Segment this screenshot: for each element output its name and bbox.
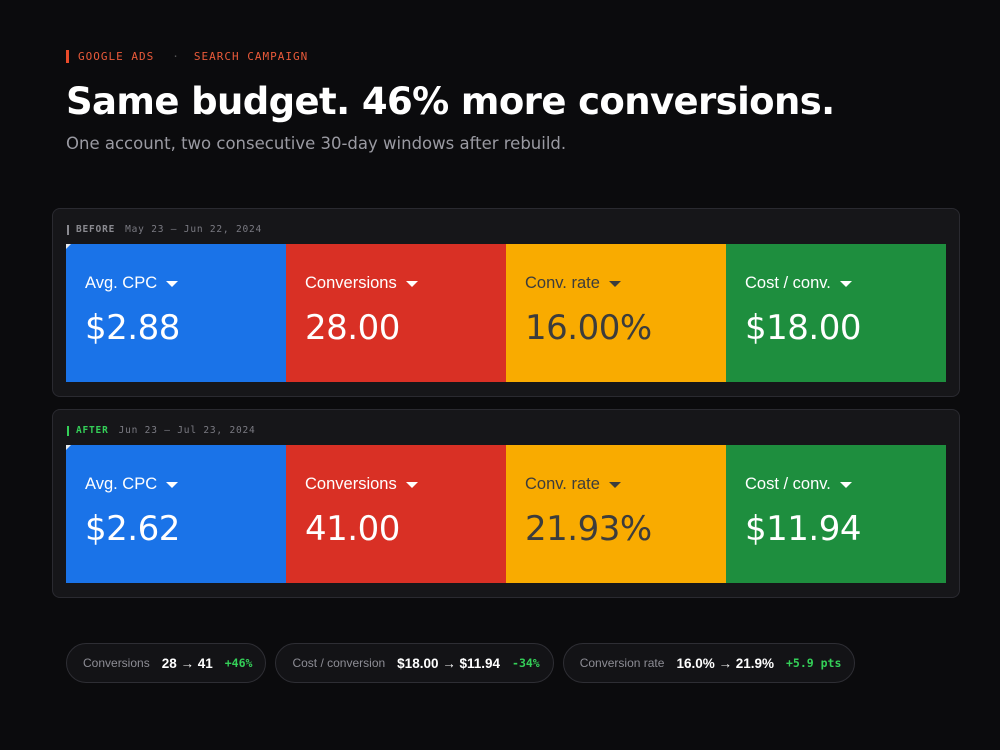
caret-down-icon[interactable] (608, 481, 621, 488)
chip-delta: +46% (224, 656, 253, 670)
metric-label: Conv. rate (525, 475, 600, 493)
metric-value: $18.00 (745, 308, 861, 348)
caret-down-icon[interactable] (166, 280, 179, 287)
chip-value: 28 → 41 (161, 655, 213, 671)
eyebrow-accent-bar (66, 50, 69, 63)
after-metric-tiles: Avg. CPC $2.62 Conversions 41.00 Conv. r… (66, 445, 946, 583)
after-tile-conv-rate[interactable]: Conv. rate 21.93% (506, 445, 726, 583)
after-tile-conversions[interactable]: Conversions 41.00 (286, 445, 506, 583)
chip-value: $18.00 → $11.94 (397, 655, 501, 671)
after-tile-avg-cpc[interactable]: Avg. CPC $2.62 (66, 445, 286, 583)
before-date-range: May 23 – Jun 22, 2024 (125, 224, 263, 235)
metric-selector[interactable]: Conversions (305, 475, 506, 494)
metric-label: Avg. CPC (85, 475, 158, 493)
after-tile-cost-per-conv[interactable]: Cost / conv. $11.94 (726, 445, 946, 583)
caret-down-icon[interactable] (405, 481, 418, 488)
metric-label: Avg. CPC (85, 274, 158, 292)
chip-delta: -34% (512, 656, 540, 670)
metric-selector[interactable]: Conv. rate (525, 274, 726, 293)
before-tile-conversions[interactable]: Conversions 28.00 (286, 244, 506, 382)
page-title: Same budget. 46% more conversions. (66, 80, 835, 123)
eyebrow-platform: GOOGLE ADS (78, 50, 155, 63)
metric-selector[interactable]: Avg. CPC (85, 274, 286, 293)
metric-value: 28.00 (305, 308, 400, 348)
caret-down-icon[interactable] (166, 481, 179, 488)
metric-selector[interactable]: Avg. CPC (85, 475, 286, 494)
chip-delta: +5.9 pts (786, 656, 842, 670)
after-tag: AFTER (76, 425, 109, 436)
metric-label: Conversions (305, 475, 397, 493)
metric-value: 21.93% (525, 509, 652, 549)
metric-value: 16.00% (525, 308, 652, 348)
summary-chip-conversions: Conversions 28 → 41 +46% (66, 643, 267, 683)
caret-down-icon[interactable] (405, 280, 418, 287)
metric-label: Cost / conv. (745, 274, 831, 292)
chip-value: 16.0% → 21.9% (676, 655, 774, 671)
eyebrow-separator: · (172, 50, 180, 63)
metric-value: $2.88 (85, 308, 180, 348)
after-date-range: Jun 23 – Jul 23, 2024 (118, 425, 256, 436)
summary-chips: Conversions 28 → 41 +46% Cost / conversi… (66, 643, 864, 683)
metric-value: $11.94 (745, 509, 861, 549)
before-metric-tiles: Avg. CPC $2.88 Conversions 28.00 Conv. r… (66, 244, 946, 382)
metric-label: Conv. rate (525, 274, 600, 292)
summary-chip-conversion-rate: Conversion rate 16.0% → 21.9% +5.9 pts (562, 643, 856, 683)
chip-label: Conversion rate (579, 656, 665, 670)
metric-selector[interactable]: Conversions (305, 274, 506, 293)
chip-label: Conversions (83, 656, 150, 670)
after-marker (67, 425, 69, 436)
before-tile-avg-cpc[interactable]: Avg. CPC $2.88 (66, 244, 286, 382)
before-tile-cost-per-conv[interactable]: Cost / conv. $18.00 (726, 244, 946, 382)
caret-down-icon[interactable] (608, 280, 621, 287)
before-marker (67, 224, 69, 235)
page-subtitle: One account, two consecutive 30-day wind… (66, 134, 567, 153)
before-tag: BEFORE (76, 224, 116, 235)
metric-selector[interactable]: Cost / conv. (745, 274, 946, 293)
eyebrow: GOOGLE ADS · SEARCH CAMPAIGN (66, 50, 308, 63)
eyebrow-campaign: SEARCH CAMPAIGN (193, 50, 309, 63)
before-tile-conv-rate[interactable]: Conv. rate 16.00% (506, 244, 726, 382)
chip-label: Cost / conversion (292, 656, 386, 670)
summary-chip-cost-per-conversion: Cost / conversion $18.00 → $11.94 -34% (275, 643, 554, 683)
metric-value: $2.62 (85, 509, 180, 549)
metric-label: Cost / conv. (745, 475, 831, 493)
caret-down-icon[interactable] (839, 280, 852, 287)
after-panel-label: AFTER Jun 23 – Jul 23, 2024 (67, 425, 256, 436)
caret-down-icon[interactable] (839, 481, 852, 488)
before-panel: BEFORE May 23 – Jun 22, 2024 Avg. CPC $2… (52, 208, 960, 397)
before-panel-label: BEFORE May 23 – Jun 22, 2024 (67, 224, 262, 235)
after-panel: AFTER Jun 23 – Jul 23, 2024 Avg. CPC $2.… (52, 409, 960, 598)
metric-selector[interactable]: Cost / conv. (745, 475, 946, 494)
metric-selector[interactable]: Conv. rate (525, 475, 726, 494)
metric-label: Conversions (305, 274, 397, 292)
metric-value: 41.00 (305, 509, 400, 549)
